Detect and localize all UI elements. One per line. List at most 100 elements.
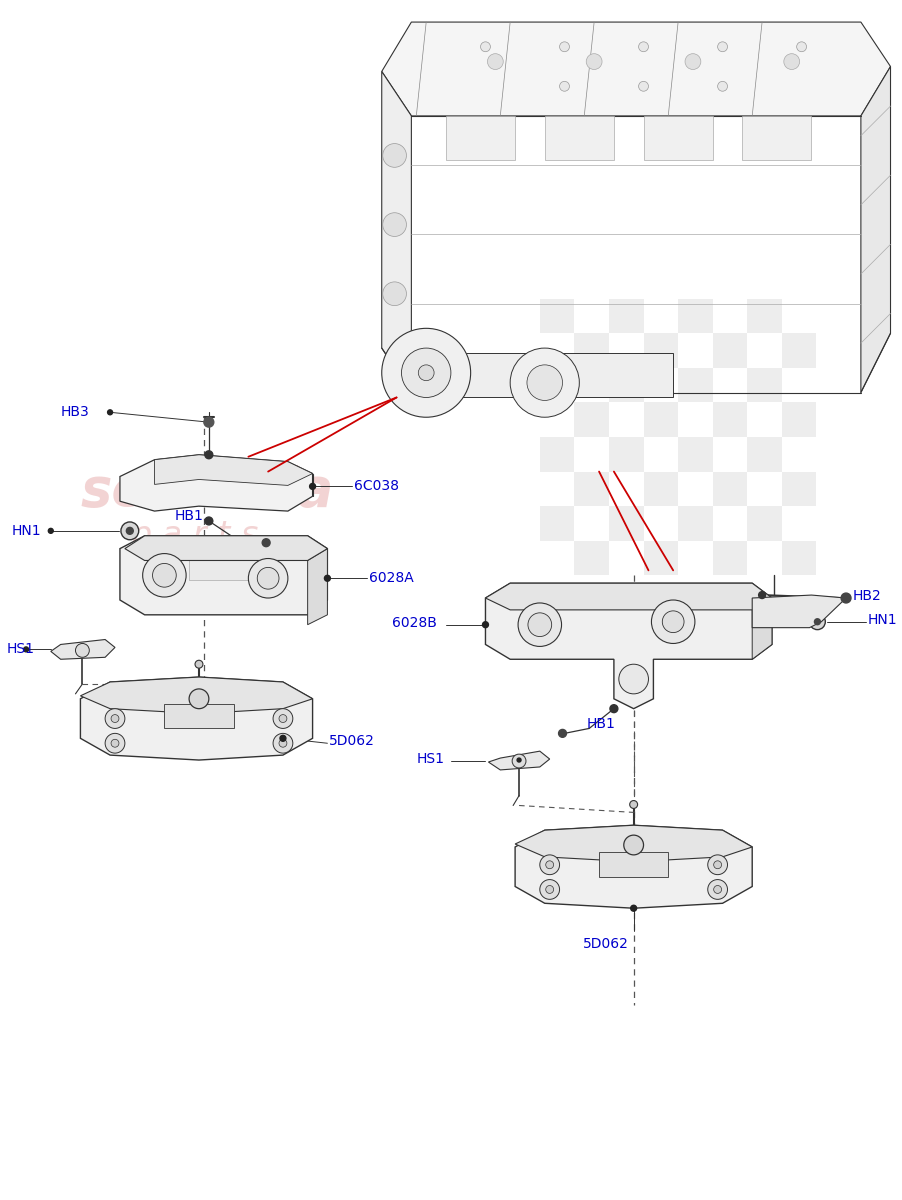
Text: HB1: HB1: [586, 718, 615, 732]
Circle shape: [759, 592, 766, 599]
FancyBboxPatch shape: [747, 299, 782, 334]
Polygon shape: [382, 72, 411, 392]
Text: 6028A: 6028A: [369, 571, 414, 586]
Circle shape: [528, 613, 552, 636]
Circle shape: [784, 54, 800, 70]
FancyBboxPatch shape: [782, 334, 816, 368]
Circle shape: [518, 602, 562, 647]
Circle shape: [195, 660, 203, 668]
FancyBboxPatch shape: [575, 541, 609, 575]
Text: HN1: HN1: [868, 613, 897, 626]
Circle shape: [527, 365, 563, 401]
Text: HN1: HN1: [11, 524, 41, 538]
Polygon shape: [164, 703, 234, 728]
Circle shape: [718, 42, 728, 52]
Polygon shape: [120, 535, 327, 614]
Circle shape: [382, 329, 471, 418]
Polygon shape: [752, 598, 772, 659]
FancyBboxPatch shape: [678, 437, 713, 472]
Polygon shape: [742, 116, 812, 161]
Circle shape: [152, 564, 176, 587]
Text: HB2: HB2: [853, 589, 882, 604]
FancyBboxPatch shape: [575, 472, 609, 506]
Polygon shape: [80, 677, 313, 714]
FancyBboxPatch shape: [747, 437, 782, 472]
Circle shape: [624, 835, 643, 854]
FancyBboxPatch shape: [609, 368, 643, 402]
FancyBboxPatch shape: [575, 334, 609, 368]
Circle shape: [382, 144, 407, 167]
Circle shape: [809, 614, 825, 630]
Circle shape: [111, 714, 119, 722]
Circle shape: [273, 709, 293, 728]
FancyBboxPatch shape: [713, 402, 747, 437]
Text: 6C038: 6C038: [354, 479, 399, 493]
Circle shape: [630, 905, 637, 911]
Text: scuderia: scuderia: [80, 466, 334, 517]
FancyBboxPatch shape: [539, 506, 575, 541]
Circle shape: [662, 611, 684, 632]
Circle shape: [204, 418, 214, 427]
Circle shape: [143, 553, 186, 598]
Polygon shape: [488, 751, 549, 770]
Polygon shape: [189, 548, 258, 581]
Circle shape: [483, 622, 488, 628]
Circle shape: [586, 54, 602, 70]
Circle shape: [481, 42, 491, 52]
FancyBboxPatch shape: [643, 334, 678, 368]
FancyBboxPatch shape: [609, 437, 643, 472]
Circle shape: [511, 348, 579, 418]
Polygon shape: [80, 677, 313, 760]
Circle shape: [273, 733, 293, 754]
Circle shape: [517, 758, 521, 762]
Circle shape: [325, 575, 330, 581]
Circle shape: [382, 282, 407, 306]
FancyBboxPatch shape: [782, 541, 816, 575]
Circle shape: [106, 709, 124, 728]
Circle shape: [559, 82, 569, 91]
Circle shape: [205, 451, 213, 458]
FancyBboxPatch shape: [678, 368, 713, 402]
Circle shape: [630, 800, 638, 809]
Circle shape: [279, 739, 287, 748]
Circle shape: [257, 568, 279, 589]
Circle shape: [248, 558, 288, 598]
Circle shape: [106, 733, 124, 754]
FancyBboxPatch shape: [539, 299, 575, 334]
Circle shape: [189, 689, 209, 709]
Circle shape: [382, 212, 407, 236]
FancyBboxPatch shape: [575, 402, 609, 437]
Circle shape: [512, 754, 526, 768]
FancyBboxPatch shape: [747, 506, 782, 541]
FancyBboxPatch shape: [643, 402, 678, 437]
Text: HS1: HS1: [6, 642, 34, 656]
Circle shape: [280, 736, 286, 742]
FancyBboxPatch shape: [713, 541, 747, 575]
Circle shape: [539, 854, 559, 875]
Polygon shape: [485, 583, 772, 610]
Text: HB3: HB3: [60, 406, 89, 419]
Circle shape: [713, 886, 722, 894]
Circle shape: [49, 528, 53, 533]
Polygon shape: [752, 595, 846, 628]
Circle shape: [126, 527, 133, 534]
Circle shape: [539, 880, 559, 899]
Polygon shape: [599, 852, 668, 877]
Circle shape: [76, 643, 89, 658]
Circle shape: [546, 886, 554, 894]
FancyBboxPatch shape: [539, 368, 575, 402]
FancyBboxPatch shape: [643, 472, 678, 506]
Text: p a r t s: p a r t s: [130, 520, 258, 552]
Circle shape: [309, 484, 316, 490]
FancyBboxPatch shape: [609, 506, 643, 541]
Circle shape: [815, 619, 821, 625]
Text: 6028B: 6028B: [391, 616, 437, 630]
FancyBboxPatch shape: [678, 506, 713, 541]
Circle shape: [708, 854, 728, 875]
Circle shape: [651, 600, 695, 643]
FancyBboxPatch shape: [643, 541, 678, 575]
Circle shape: [111, 739, 119, 748]
Text: HB1: HB1: [174, 509, 203, 523]
Circle shape: [205, 517, 213, 524]
Circle shape: [23, 647, 29, 652]
